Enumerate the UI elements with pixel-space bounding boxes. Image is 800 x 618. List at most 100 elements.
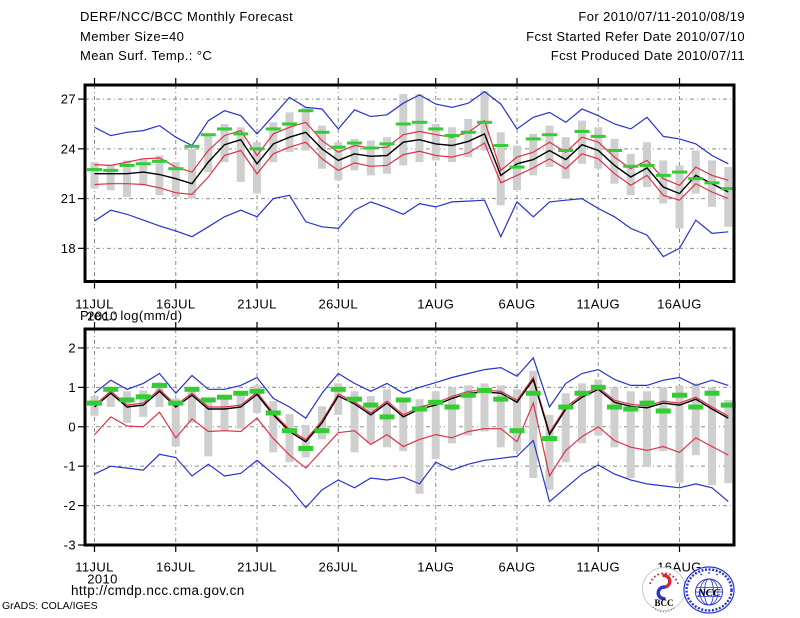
member-spread-bar: [399, 94, 408, 166]
member-spread-bar: [253, 385, 261, 413]
member-spread-bar: [708, 160, 716, 207]
x-tick-label: 26JUL: [318, 560, 358, 575]
member-spread-bar: [269, 401, 278, 453]
member-spread-bar: [318, 125, 326, 169]
daily-observation-dash: [119, 163, 135, 167]
daily-observation-dash: [509, 428, 525, 434]
bcc-logo-top-arc-text: [649, 572, 679, 585]
bcc-logo: BCC: [642, 567, 686, 613]
series-ensemble-mean-line: [94, 377, 729, 443]
daily-observation-dash: [298, 445, 314, 451]
member-spread-bar: [643, 142, 651, 187]
daily-observation-dash: [233, 132, 249, 136]
daily-observation-dash: [672, 170, 687, 174]
daily-observation-dash: [135, 394, 151, 400]
member-spread-bar: [204, 135, 213, 173]
daily-observation-dash: [509, 165, 525, 169]
member-spread-bar: [350, 138, 359, 171]
member-spread-bar: [383, 137, 391, 174]
member-spread-bar: [318, 406, 326, 440]
y-tick-label: 18: [61, 241, 76, 256]
member-spread-bar: [675, 385, 684, 483]
bcc-logo-blue-swirl: [656, 585, 666, 601]
source-url: http://cmdp.ncc.cma.gov.cn: [71, 583, 245, 598]
daily-observation-dash: [249, 388, 265, 394]
daily-observation-dash: [493, 396, 509, 402]
daily-observation-dash: [152, 382, 167, 388]
member-spread-bar: [123, 160, 131, 197]
member-spread-bar: [480, 383, 489, 432]
member-spread-bar: [545, 414, 554, 490]
daily-observation-dash: [200, 397, 216, 403]
temp-chart-title: Mean Surf. Temp.: °C: [80, 48, 213, 63]
series-spread-upper-line: [94, 119, 729, 187]
member-spread-bar: [643, 391, 651, 467]
member-spread-bar: [155, 382, 164, 408]
member-spread-bar: [496, 385, 505, 448]
ncc-logo-parallels: [695, 587, 723, 597]
member-spread-bar: [204, 399, 213, 457]
member-spread-bar: [513, 389, 521, 452]
daily-observation-dash: [233, 390, 249, 396]
daily-observation-dash: [103, 386, 119, 392]
member-spread-bar: [675, 165, 684, 229]
daily-observation-dash: [655, 173, 671, 177]
daily-observation-dash: [525, 137, 541, 141]
y-tick-label: 27: [61, 92, 76, 107]
member-spread-bar: [399, 399, 408, 452]
member-spread-bar: [594, 379, 603, 436]
x-tick-label: 11AUG: [576, 560, 620, 575]
daily-observation-dash: [103, 168, 119, 172]
member-spread-bar: [561, 393, 570, 463]
daily-observation-dash: [623, 406, 639, 412]
daily-observation-dash: [87, 168, 102, 172]
daily-observation-dash: [217, 127, 232, 131]
bcc-logo-bottom-arc-text: [652, 606, 676, 613]
series-spread-upper-line: [94, 376, 729, 441]
daily-observation-dash: [623, 164, 639, 168]
daily-observation-dash: [200, 133, 216, 137]
member-spread-bar: [724, 167, 733, 227]
daily-observation-dash: [558, 149, 574, 152]
daily-observation-dash: [688, 177, 704, 181]
daily-observation-dash: [704, 181, 720, 185]
daily-observation-dash: [363, 402, 379, 408]
daily-observation-dash: [493, 144, 509, 148]
member-spread-bar: [431, 391, 440, 460]
member-spread-bar: [578, 120, 586, 164]
member-spread-bar: [464, 385, 473, 436]
member-spread-bar: [659, 160, 668, 204]
member-spread-bar: [350, 391, 359, 453]
member-spread-bar: [610, 138, 619, 184]
x-tick-label: 11AUG: [576, 297, 620, 312]
ncc-logo-text: NCC: [697, 587, 721, 599]
ncc-logo-top-mark: [708, 572, 710, 574]
member-spread-bar: [691, 383, 700, 456]
y-tick-label: 2: [68, 340, 76, 355]
y-tick-label: -2: [64, 498, 76, 513]
member-spread-bar: [269, 122, 278, 163]
daily-observation-dash: [217, 394, 232, 400]
x-tick-label: 16AUG: [657, 297, 702, 312]
daily-observation-dash: [607, 149, 622, 152]
daily-observation-dash: [347, 396, 362, 402]
forecast-period: For 2010/07/11-2010/08/19: [578, 9, 745, 24]
daily-observation-dash: [135, 162, 151, 166]
member-spread-bar: [513, 145, 521, 191]
member-spread-bar: [171, 162, 180, 197]
grads-credit: GrADS: COLA/IGES: [2, 600, 98, 612]
daily-observation-dash: [720, 402, 736, 408]
y-tick-label: 21: [61, 191, 76, 206]
daily-observation-dash: [282, 428, 297, 434]
daily-observation-dash: [444, 134, 460, 138]
member-spread-bar: [285, 112, 294, 153]
member-spread-bar: [139, 390, 148, 417]
y-tick-label: 24: [61, 141, 76, 156]
member-spread-bar: [123, 391, 131, 423]
x-tick-label: 1AUG: [417, 560, 454, 575]
member-spread-bar: [529, 133, 538, 176]
daily-observation-dash: [282, 122, 297, 126]
x-tick-label: 11JUL: [75, 560, 114, 575]
x-tick-label: 21JUL: [237, 560, 277, 575]
